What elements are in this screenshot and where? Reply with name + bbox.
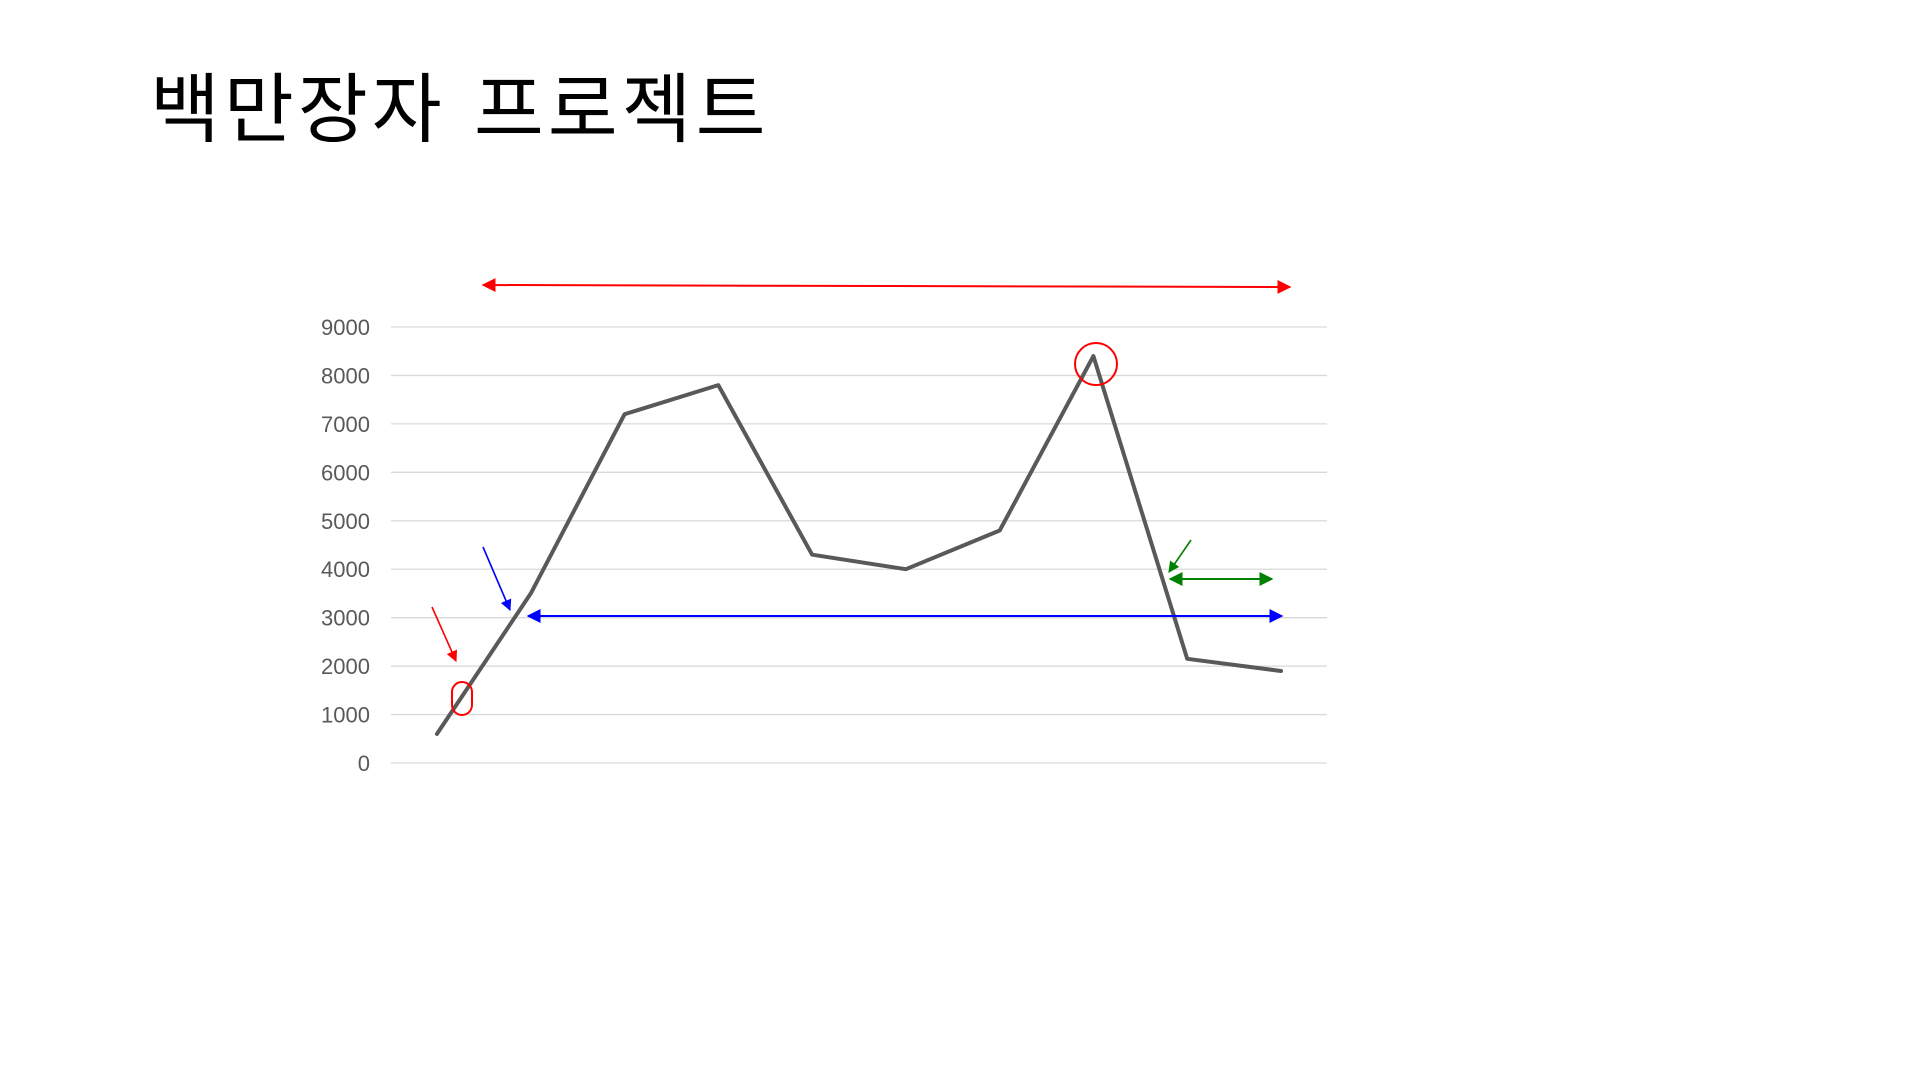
gridlines <box>391 326 1327 764</box>
annotations <box>431 278 1292 716</box>
slide-title: 백만장자 프로젝트 <box>150 65 770 154</box>
red-pointer-arrow <box>431 606 458 663</box>
y-tick-label: 6000 <box>321 460 370 485</box>
series-line <box>435 354 1283 736</box>
green-pointer-arrow <box>1168 539 1192 573</box>
series-layer <box>435 354 1283 736</box>
red-range-arrow <box>481 278 1292 294</box>
y-tick-label: 4000 <box>321 557 370 582</box>
y-tick-label: 5000 <box>321 509 370 534</box>
y-tick-label: 9000 <box>321 315 370 340</box>
y-tick-label: 3000 <box>321 606 370 631</box>
y-tick-label: 2000 <box>321 654 370 679</box>
y-tick-label: 1000 <box>321 703 370 728</box>
blue-pointer-arrow <box>482 546 512 612</box>
y-tick-label: 7000 <box>321 412 370 437</box>
red-peak-circle <box>1074 342 1118 386</box>
red-start-mark <box>451 681 473 716</box>
y-tick-label: 0 <box>358 751 370 776</box>
y-tick-label: 8000 <box>321 363 370 388</box>
y-axis-ticks: 0 1000 2000 3000 4000 5000 6000 7000 8000 9000 <box>321 315 370 776</box>
